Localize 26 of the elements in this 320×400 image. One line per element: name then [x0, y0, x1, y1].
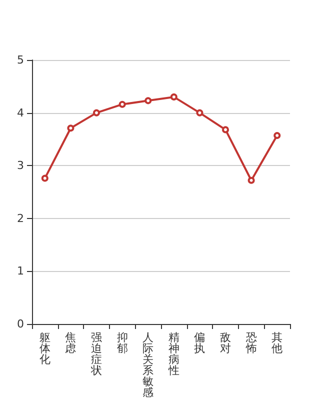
x-tick-label: 偏执 — [194, 331, 206, 355]
y-tick-label: 1 — [17, 264, 24, 278]
point — [222, 126, 229, 134]
point — [196, 109, 204, 116]
point — [248, 176, 255, 184]
point — [93, 109, 100, 116]
x-tick-label: 人际关系敏感 — [142, 331, 154, 399]
x-tick-label: 恐怖 — [244, 331, 257, 355]
y-tick-label: 4 — [17, 106, 24, 120]
point — [274, 132, 281, 140]
x-tick-label: 精神病性 — [167, 331, 180, 377]
x-tick-label: 躯体化 — [39, 331, 50, 366]
x-tick-label: 抑郁 — [116, 331, 128, 355]
y-tick-label: 3 — [17, 159, 24, 172]
point — [170, 93, 178, 100]
point — [41, 174, 48, 182]
point — [118, 100, 126, 108]
x-tick-label: 其他 — [272, 331, 283, 355]
point — [144, 97, 152, 104]
x-tick-label: 强迫症状 — [90, 331, 102, 377]
y-tick-label: 5 — [17, 54, 24, 66]
x-tick-label: 焦虑 — [65, 331, 76, 355]
y-tick-label: 2 — [17, 212, 24, 225]
y-tick-label: 0 — [17, 318, 24, 330]
point — [67, 124, 74, 132]
x-tick-label: 敌对 — [220, 331, 231, 355]
